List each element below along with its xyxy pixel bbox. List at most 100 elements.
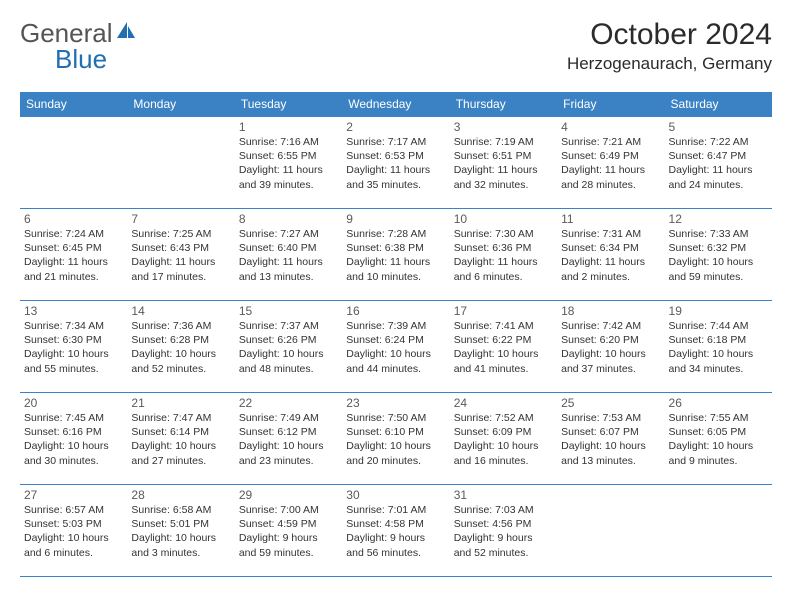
- calendar-row: 1Sunrise: 7:16 AMSunset: 6:55 PMDaylight…: [20, 117, 772, 209]
- day-number: 9: [346, 212, 445, 226]
- calendar-cell: [665, 485, 772, 577]
- calendar-cell: 3Sunrise: 7:19 AMSunset: 6:51 PMDaylight…: [450, 117, 557, 209]
- daylight-text: and 17 minutes.: [131, 270, 230, 284]
- sunset-text: Sunset: 6:26 PM: [239, 333, 338, 347]
- sunrise-text: Sunrise: 7:24 AM: [24, 227, 123, 241]
- day-number: 28: [131, 488, 230, 502]
- day-number: 11: [561, 212, 660, 226]
- daylight-text: Daylight: 10 hours: [131, 347, 230, 361]
- daylight-text: and 28 minutes.: [561, 178, 660, 192]
- sail-icon: [115, 18, 137, 49]
- header: General October 2024 Herzogenaurach, Ger…: [20, 18, 772, 74]
- calendar-row: 6Sunrise: 7:24 AMSunset: 6:45 PMDaylight…: [20, 209, 772, 301]
- daylight-text: Daylight: 11 hours: [454, 163, 553, 177]
- calendar-cell: 18Sunrise: 7:42 AMSunset: 6:20 PMDayligh…: [557, 301, 664, 393]
- day-number: 6: [24, 212, 123, 226]
- day-number: 8: [239, 212, 338, 226]
- day-header: Monday: [127, 92, 234, 117]
- calendar-cell: [20, 117, 127, 209]
- day-header: Sunday: [20, 92, 127, 117]
- day-number: 4: [561, 120, 660, 134]
- calendar-cell: 31Sunrise: 7:03 AMSunset: 4:56 PMDayligh…: [450, 485, 557, 577]
- daylight-text: Daylight: 9 hours: [346, 531, 445, 545]
- calendar-cell: 20Sunrise: 7:45 AMSunset: 6:16 PMDayligh…: [20, 393, 127, 485]
- daylight-text: and 6 minutes.: [454, 270, 553, 284]
- daylight-text: and 10 minutes.: [346, 270, 445, 284]
- sunset-text: Sunset: 6:22 PM: [454, 333, 553, 347]
- daylight-text: Daylight: 10 hours: [561, 347, 660, 361]
- day-header: Friday: [557, 92, 664, 117]
- day-number: 1: [239, 120, 338, 134]
- day-number: 10: [454, 212, 553, 226]
- sunrise-text: Sunrise: 7:22 AM: [669, 135, 768, 149]
- daylight-text: and 9 minutes.: [669, 454, 768, 468]
- sunset-text: Sunset: 6:14 PM: [131, 425, 230, 439]
- sunrise-text: Sunrise: 7:27 AM: [239, 227, 338, 241]
- sunrise-text: Sunrise: 7:37 AM: [239, 319, 338, 333]
- sunrise-text: Sunrise: 7:41 AM: [454, 319, 553, 333]
- sunset-text: Sunset: 6:30 PM: [24, 333, 123, 347]
- day-number: 29: [239, 488, 338, 502]
- sunset-text: Sunset: 4:59 PM: [239, 517, 338, 531]
- sunrise-text: Sunrise: 7:49 AM: [239, 411, 338, 425]
- daylight-text: and 35 minutes.: [346, 178, 445, 192]
- sunrise-text: Sunrise: 7:21 AM: [561, 135, 660, 149]
- daylight-text: Daylight: 11 hours: [561, 163, 660, 177]
- daylight-text: and 2 minutes.: [561, 270, 660, 284]
- day-number: 18: [561, 304, 660, 318]
- daylight-text: and 27 minutes.: [131, 454, 230, 468]
- location-label: Herzogenaurach, Germany: [567, 54, 772, 74]
- day-number: 13: [24, 304, 123, 318]
- sunset-text: Sunset: 6:49 PM: [561, 149, 660, 163]
- daylight-text: and 37 minutes.: [561, 362, 660, 376]
- calendar-cell: 29Sunrise: 7:00 AMSunset: 4:59 PMDayligh…: [235, 485, 342, 577]
- sunrise-text: Sunrise: 7:45 AM: [24, 411, 123, 425]
- daylight-text: Daylight: 10 hours: [346, 347, 445, 361]
- daylight-text: and 59 minutes.: [669, 270, 768, 284]
- sunset-text: Sunset: 5:01 PM: [131, 517, 230, 531]
- sunrise-text: Sunrise: 7:30 AM: [454, 227, 553, 241]
- calendar-cell: 13Sunrise: 7:34 AMSunset: 6:30 PMDayligh…: [20, 301, 127, 393]
- calendar-cell: 1Sunrise: 7:16 AMSunset: 6:55 PMDaylight…: [235, 117, 342, 209]
- day-number: 26: [669, 396, 768, 410]
- daylight-text: and 3 minutes.: [131, 546, 230, 560]
- daylight-text: Daylight: 10 hours: [454, 347, 553, 361]
- sunset-text: Sunset: 6:38 PM: [346, 241, 445, 255]
- daylight-text: Daylight: 11 hours: [454, 255, 553, 269]
- day-number: 5: [669, 120, 768, 134]
- calendar-cell: 23Sunrise: 7:50 AMSunset: 6:10 PMDayligh…: [342, 393, 449, 485]
- daylight-text: and 56 minutes.: [346, 546, 445, 560]
- sunrise-text: Sunrise: 6:57 AM: [24, 503, 123, 517]
- day-number: 16: [346, 304, 445, 318]
- daylight-text: Daylight: 10 hours: [24, 439, 123, 453]
- sunrise-text: Sunrise: 7:31 AM: [561, 227, 660, 241]
- sunset-text: Sunset: 4:58 PM: [346, 517, 445, 531]
- sunrise-text: Sunrise: 7:53 AM: [561, 411, 660, 425]
- calendar-cell: 22Sunrise: 7:49 AMSunset: 6:12 PMDayligh…: [235, 393, 342, 485]
- calendar-cell: 28Sunrise: 6:58 AMSunset: 5:01 PMDayligh…: [127, 485, 234, 577]
- sunset-text: Sunset: 6:28 PM: [131, 333, 230, 347]
- calendar-cell: 19Sunrise: 7:44 AMSunset: 6:18 PMDayligh…: [665, 301, 772, 393]
- sunset-text: Sunset: 6:10 PM: [346, 425, 445, 439]
- daylight-text: Daylight: 10 hours: [669, 439, 768, 453]
- daylight-text: and 52 minutes.: [454, 546, 553, 560]
- day-header: Thursday: [450, 92, 557, 117]
- day-number: 19: [669, 304, 768, 318]
- daylight-text: Daylight: 10 hours: [561, 439, 660, 453]
- daylight-text: Daylight: 10 hours: [239, 347, 338, 361]
- daylight-text: and 21 minutes.: [24, 270, 123, 284]
- daylight-text: and 59 minutes.: [239, 546, 338, 560]
- calendar-cell: 27Sunrise: 6:57 AMSunset: 5:03 PMDayligh…: [20, 485, 127, 577]
- sunset-text: Sunset: 6:24 PM: [346, 333, 445, 347]
- calendar-cell: 4Sunrise: 7:21 AMSunset: 6:49 PMDaylight…: [557, 117, 664, 209]
- calendar-cell: 8Sunrise: 7:27 AMSunset: 6:40 PMDaylight…: [235, 209, 342, 301]
- calendar-cell: 2Sunrise: 7:17 AMSunset: 6:53 PMDaylight…: [342, 117, 449, 209]
- calendar-cell: 17Sunrise: 7:41 AMSunset: 6:22 PMDayligh…: [450, 301, 557, 393]
- day-header-row: Sunday Monday Tuesday Wednesday Thursday…: [20, 92, 772, 117]
- daylight-text: and 20 minutes.: [346, 454, 445, 468]
- sunset-text: Sunset: 6:47 PM: [669, 149, 768, 163]
- calendar-cell: [127, 117, 234, 209]
- brand-part2: Blue: [55, 44, 107, 75]
- daylight-text: Daylight: 10 hours: [346, 439, 445, 453]
- sunrise-text: Sunrise: 7:52 AM: [454, 411, 553, 425]
